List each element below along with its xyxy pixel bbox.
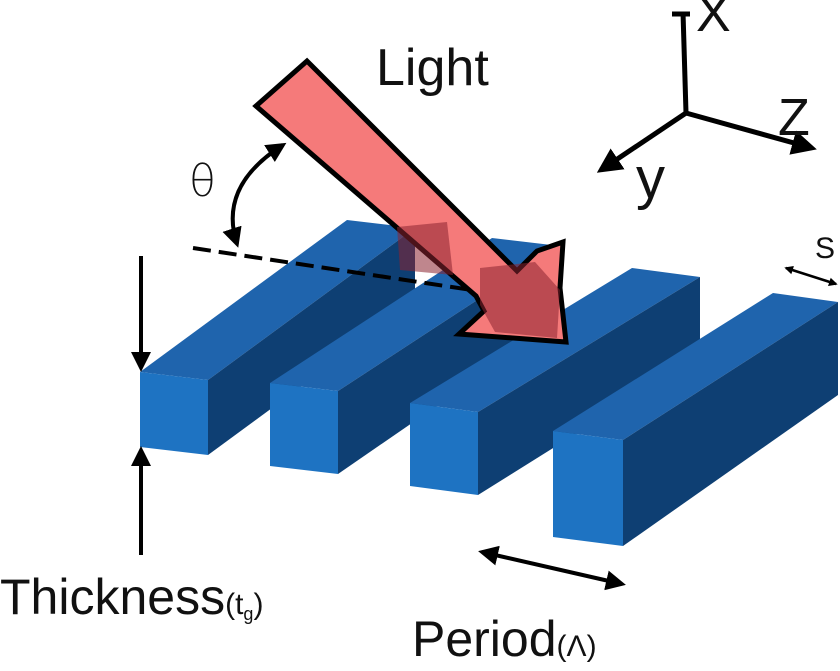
theta-angle-arc	[222, 142, 287, 248]
axis-z-label: Z	[778, 89, 810, 147]
period-label: Period(Λ)	[412, 611, 597, 667]
period-arrow	[478, 545, 626, 591]
coordinate-axes	[596, 11, 817, 173]
light-label: Light	[376, 39, 489, 97]
thickness-text: Thickness	[0, 569, 226, 625]
spacing-label: S	[815, 232, 836, 265]
thickness-label: Thickness(tg)	[0, 569, 264, 625]
period-text: Period	[412, 611, 557, 667]
thickness-symbol: t	[235, 588, 244, 621]
theta-label: θ	[189, 156, 216, 207]
light-arrow	[252, 57, 569, 345]
spacing-arrow	[784, 265, 838, 287]
grating-bar-1	[140, 220, 415, 455]
period-symbol: Λ	[566, 630, 587, 663]
thickness-subscript: g	[243, 604, 254, 624]
axis-y-label: y	[636, 146, 665, 211]
surface-reference-line	[192, 246, 486, 294]
grating-bar-4	[553, 293, 838, 546]
axis-x-label: X	[696, 0, 731, 43]
